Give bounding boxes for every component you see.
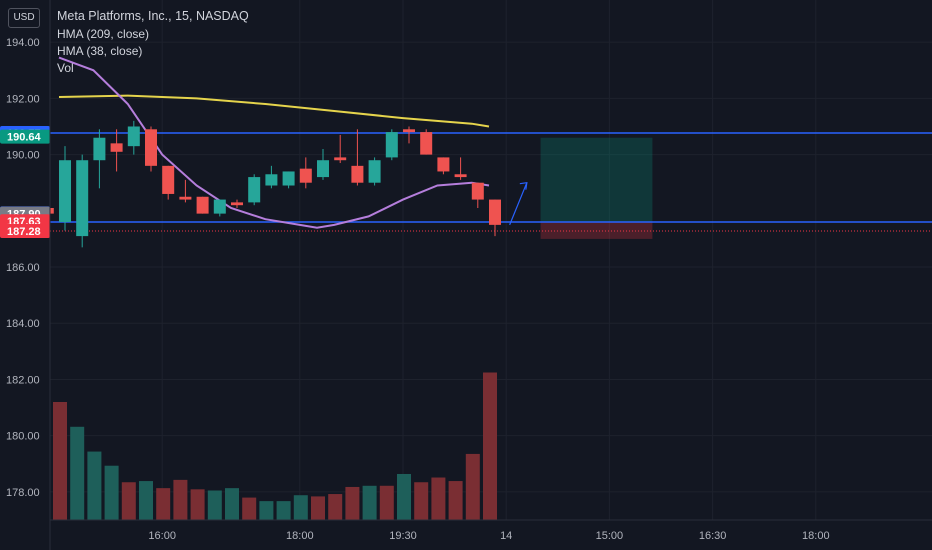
candle-body [110,143,123,152]
volume-bar [242,497,257,520]
volume-bar [414,482,429,520]
volume-bar [448,481,463,520]
volume-bar [225,488,239,520]
symbol-title[interactable]: Meta Platforms, Inc., 15, NASDAQ [57,9,249,23]
candle-body [368,160,381,183]
candle-body [231,202,243,206]
volume-bar [293,495,308,520]
volume-bar [53,402,67,520]
y-tick-label: 182.00 [6,374,40,386]
volume-bar [276,501,291,520]
volume-bar [190,489,205,520]
price-label: 190.64 [7,132,42,144]
position-stop-zone [540,222,653,239]
volume-bar [87,451,102,520]
candle-body [471,182,484,200]
volume-bar [397,473,411,520]
volume-bar [173,479,188,520]
x-tick-label: 16:00 [148,530,176,542]
volume-bar [465,453,480,520]
candle-body [385,132,398,158]
volume-bar [483,372,497,520]
candle-body [179,196,192,200]
x-tick-label: 19:30 [389,530,417,542]
y-tick-label: 180.00 [6,431,40,443]
candle-body [127,126,140,147]
volume-bar [379,485,394,520]
y-tick-label: 178.00 [6,487,40,499]
position-profit-zone [540,137,653,223]
hma-209-line [58,94,490,128]
x-tick-label: 18:00 [802,530,830,542]
candle-body [437,157,450,172]
x-tick-label: 15:00 [596,530,624,542]
volume-bar [328,494,343,520]
indicator-hma-38[interactable]: HMA (38, close) [57,44,143,58]
currency-label[interactable]: USD [8,8,40,28]
hma-38-line [58,56,490,229]
candle-body [403,129,415,133]
candle-body [334,157,347,161]
volume-bar [70,426,85,520]
price-label-bg [0,224,50,239]
y-tick-label: 194.00 [6,37,40,49]
candle-body [282,171,295,186]
price-label-bg [0,129,50,144]
x-tick-label: 18:00 [286,530,314,542]
x-tick-label: 14 [500,530,512,542]
y-tick-label: 184.00 [6,318,40,330]
volume-bar [121,482,136,520]
candle-body [59,160,71,223]
candle-body [248,177,261,203]
candle-body [265,174,278,186]
candle-body [489,199,501,225]
price-label: 187.28 [7,226,41,238]
candle-body [317,160,329,178]
volume-bar [431,477,446,520]
projection-arrow-line [509,182,528,226]
y-tick-label: 186.00 [6,262,40,274]
candle-body [196,196,209,214]
volume-bar [345,486,360,520]
candle-body [454,174,467,178]
candle-body [351,165,364,183]
indicator-hma-209[interactable]: HMA (209, close) [57,27,150,41]
candle-body [145,129,157,166]
volume-bar [362,485,377,520]
volume-bar [139,481,153,520]
volume-bar [259,501,274,520]
candle-body [93,137,106,161]
projection-arrow-head [519,181,528,190]
y-tick-label: 190.00 [6,150,40,162]
volume-bar [156,488,171,520]
indicator-volume[interactable]: Vol [57,61,74,75]
candle-body [76,160,89,237]
candle-body [213,199,226,214]
volume-bar [104,465,119,520]
volume-bar [207,490,222,520]
volume-bar [311,496,325,520]
candle-body [420,132,433,155]
y-tick-label: 192.00 [6,93,40,105]
candle-body [299,168,312,183]
x-tick-label: 16:30 [699,530,727,542]
candle-body [162,165,175,194]
